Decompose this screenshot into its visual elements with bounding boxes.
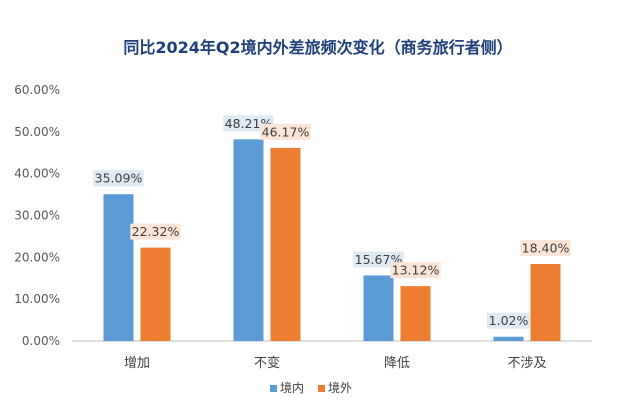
y-tick-label: 20.00% <box>14 250 60 264</box>
data-label-bg <box>487 312 530 329</box>
data-label: 1.02% <box>489 313 529 328</box>
bar-境内-增加 <box>103 194 134 341</box>
legend-label: 境内 <box>280 380 304 395</box>
y-tick-label: 30.00% <box>14 209 60 223</box>
data-label: 46.17% <box>262 124 310 139</box>
data-label: 13.12% <box>392 263 440 278</box>
bar-境内-降低 <box>363 275 394 341</box>
legend-swatch-0 <box>270 385 277 392</box>
bar-境外-降低 <box>400 286 431 341</box>
data-label-bg <box>390 262 441 279</box>
data-label: 22.32% <box>132 224 180 239</box>
legend-swatch-1 <box>318 385 325 392</box>
data-label-bg <box>93 170 144 187</box>
x-category-label: 增加 <box>124 356 150 371</box>
bar-境内-不变 <box>233 139 264 341</box>
legend-label: 境外 <box>328 380 352 395</box>
bar-境外-不变 <box>270 147 301 341</box>
x-category-label: 降低 <box>384 356 410 371</box>
bar-境外-增加 <box>140 247 171 341</box>
data-label: 35.09% <box>95 171 143 186</box>
data-label-bg <box>260 123 311 140</box>
y-tick-label: 40.00% <box>14 167 60 181</box>
x-category-label: 不涉及 <box>507 356 546 371</box>
y-tick-label: 0.00% <box>22 334 60 348</box>
bar-境内-不涉及 <box>493 336 524 341</box>
bar-境外-不涉及 <box>530 264 561 341</box>
y-tick-label: 50.00% <box>14 125 60 139</box>
data-label-bg <box>130 223 181 240</box>
data-label-bg <box>520 240 571 257</box>
y-tick-label: 60.00% <box>14 83 60 97</box>
x-category-label: 不变 <box>254 355 280 371</box>
chart-title: 同比2024年Q2境内外差旅频次变化（商务旅行者侧） <box>123 38 513 57</box>
data-label: 18.40% <box>522 241 570 256</box>
y-tick-label: 10.00% <box>14 292 60 306</box>
